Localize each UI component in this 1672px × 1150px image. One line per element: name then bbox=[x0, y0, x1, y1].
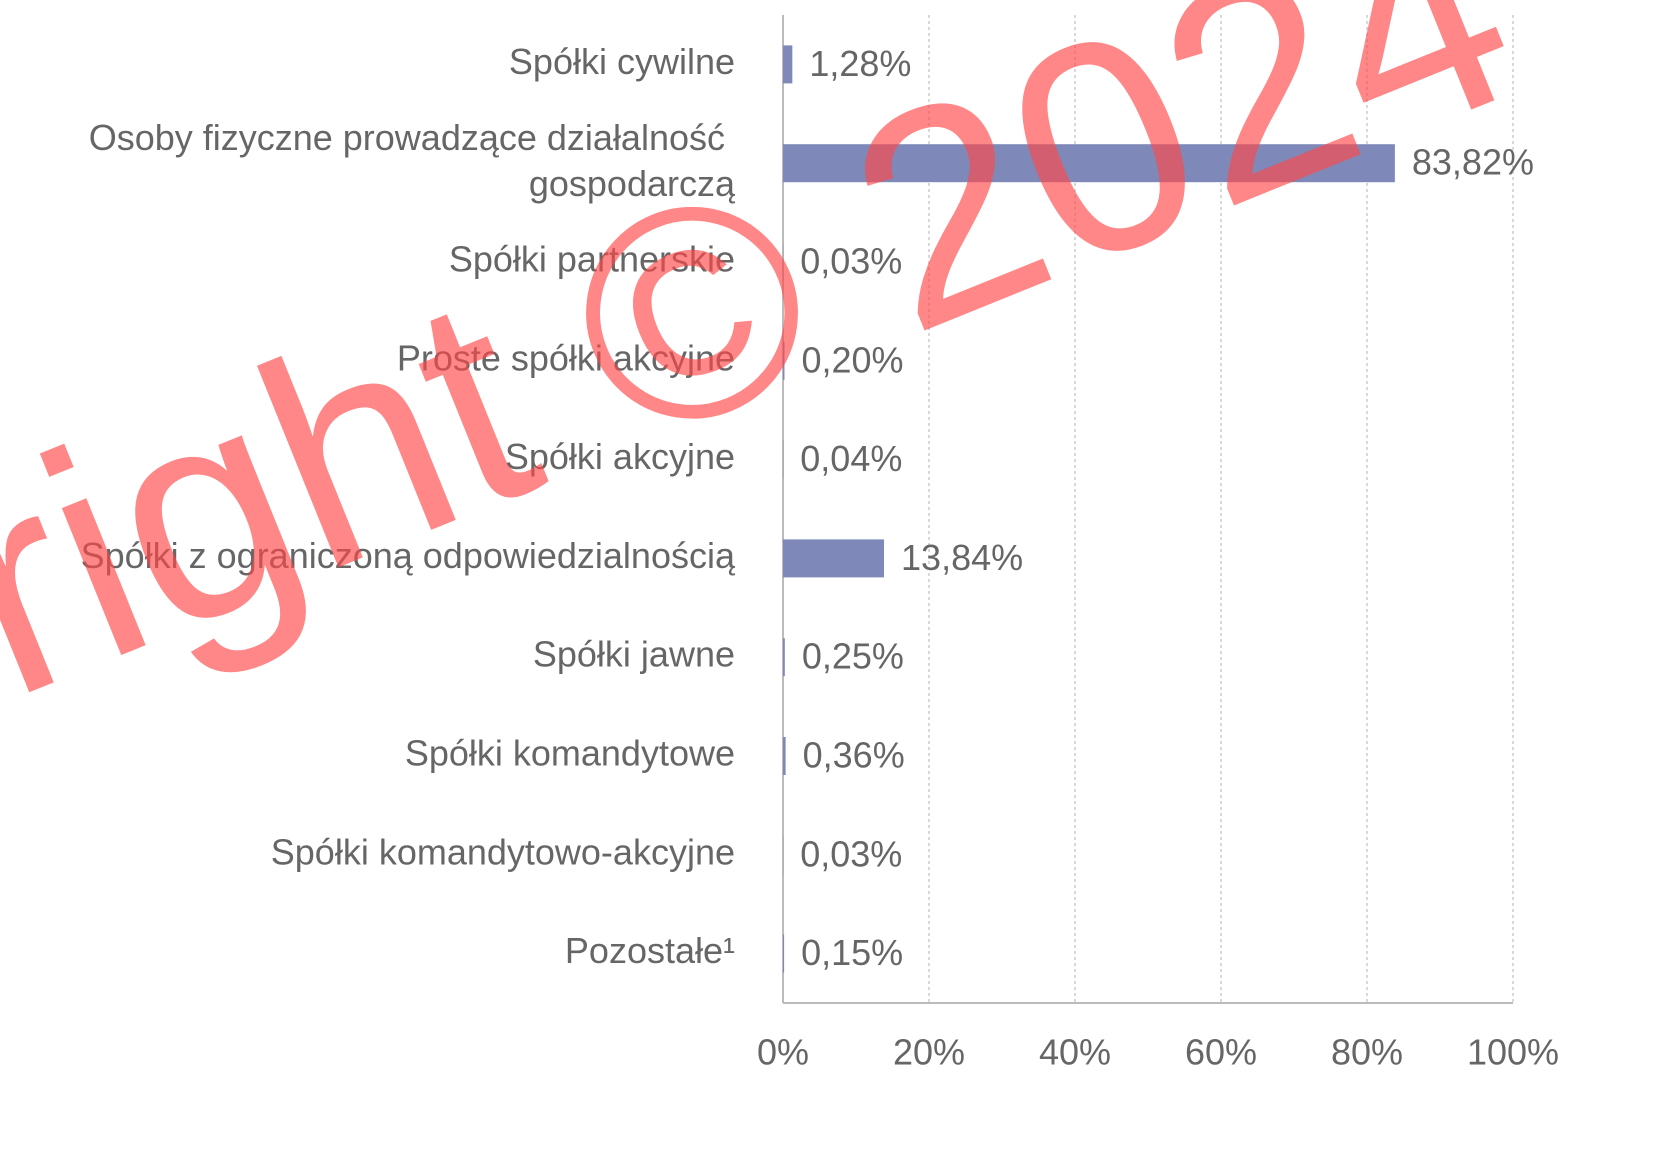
x-tick-label: 100% bbox=[1467, 1032, 1559, 1073]
x-tick-label: 80% bbox=[1331, 1032, 1403, 1073]
value-label: 0,36% bbox=[803, 735, 905, 776]
value-label: 0,25% bbox=[802, 636, 904, 677]
bar bbox=[783, 638, 785, 676]
value-label: 0,03% bbox=[800, 833, 902, 874]
x-tick-label: 40% bbox=[1039, 1032, 1111, 1073]
bar bbox=[783, 539, 884, 577]
bar bbox=[783, 737, 786, 775]
y-tick-label: Spółki komandytowe bbox=[405, 733, 735, 774]
x-tick-label: 0% bbox=[757, 1032, 809, 1073]
x-tick-label: 60% bbox=[1185, 1032, 1257, 1073]
y-tick-label: Pozostałe¹ bbox=[565, 930, 735, 971]
bar bbox=[783, 45, 792, 83]
x-tick-label: 20% bbox=[893, 1032, 965, 1073]
value-label: 0,04% bbox=[800, 438, 902, 479]
y-tick-label: Spółki komandytowo-akcyjne bbox=[271, 831, 735, 872]
watermark: right © 2024 bbox=[0, 0, 1554, 761]
y-tick-label: Spółki jawne bbox=[533, 634, 735, 675]
value-label: 0,15% bbox=[801, 932, 903, 973]
bar bbox=[783, 935, 784, 973]
y-tick-label: Spółki cywilne bbox=[509, 41, 735, 82]
value-label: 13,84% bbox=[901, 537, 1023, 578]
